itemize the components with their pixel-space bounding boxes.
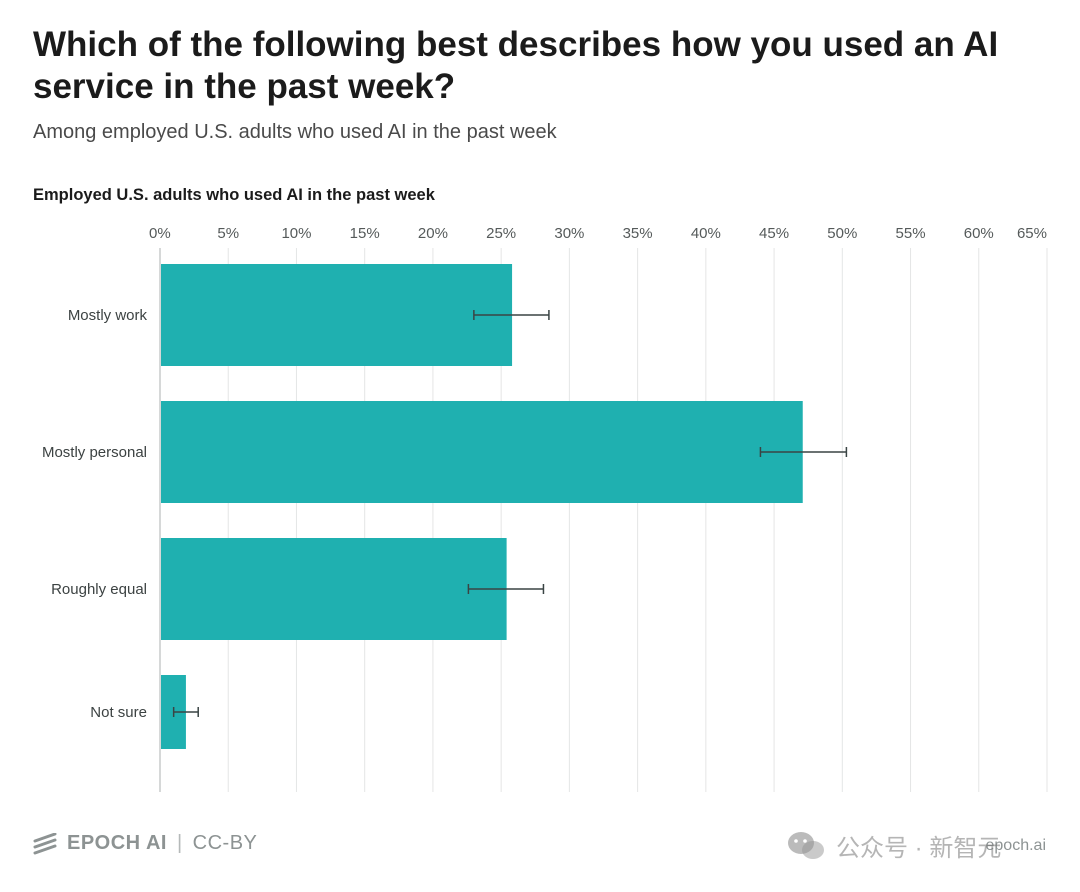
x-tick-label: 20% (418, 225, 448, 242)
error-bars (172, 310, 848, 717)
epoch-logo-icon (33, 832, 57, 854)
watermark: 公众号 · 新智元 (786, 828, 1001, 863)
x-tick-labels: 0% 5% 10% 15% 20% 25% 30% 35% 40% 45% 50% 55% 60% 65% (149, 225, 1047, 242)
category-label: Mostly personal (42, 444, 147, 461)
footer-logo: EPOCH AI | CC-BY (33, 832, 257, 855)
watermark-text: 公众号 · 新智元 (836, 835, 1002, 862)
x-tick-label: 25% (486, 225, 516, 242)
x-tick-label: 45% (759, 225, 789, 242)
bar (161, 538, 507, 640)
x-tick-label: 35% (623, 225, 653, 242)
wechat-icon (788, 831, 824, 859)
footer-separator: | (176, 832, 183, 854)
footer-license: CC-BY (192, 832, 258, 854)
x-tick-label: 30% (554, 225, 584, 242)
category-label: Not sure (90, 704, 147, 721)
x-tick-label: 5% (217, 225, 239, 242)
x-tick-label: 15% (350, 225, 380, 242)
x-tick-label: 55% (896, 225, 926, 242)
x-tick-label: 40% (691, 225, 721, 242)
x-tick-label: 50% (827, 225, 857, 242)
x-tick-label: 65% (1017, 225, 1047, 242)
chart-subtitle: Among employed U.S. adults who used AI i… (33, 121, 557, 143)
category-label: Mostly work (68, 307, 148, 324)
bar (161, 264, 513, 366)
chart-title: Which of the following best describes ho… (33, 25, 999, 106)
bar (161, 401, 803, 503)
bars (161, 264, 803, 749)
footer-site[interactable]: epoch.ai (985, 837, 1047, 854)
category-label: Roughly equal (51, 581, 147, 598)
x-tick-label: 10% (281, 225, 311, 242)
category-labels: Mostly work Mostly personal Roughly equal N… (42, 307, 148, 721)
x-tick-label: 60% (964, 225, 994, 242)
panel-label: Employed U.S. adults who used AI in the … (33, 186, 435, 204)
x-tick-label: 0% (149, 225, 171, 242)
footer-brand: EPOCH AI (67, 832, 167, 854)
